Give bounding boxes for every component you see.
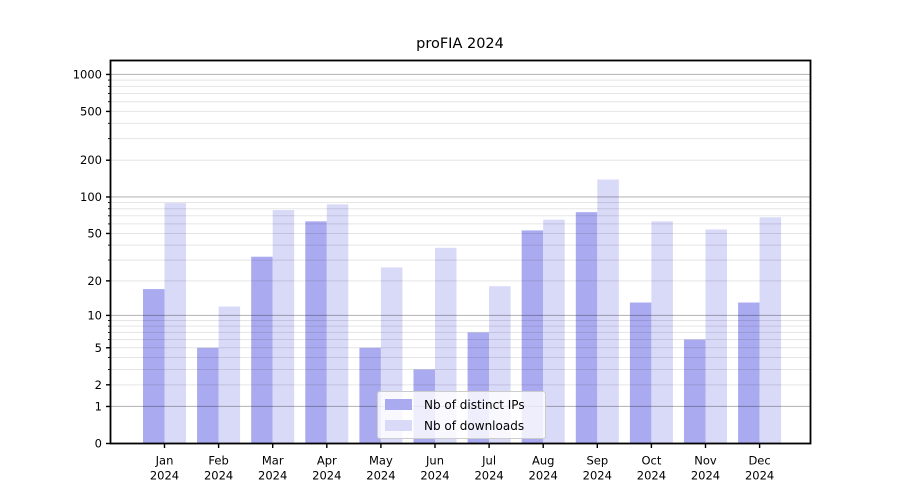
bar-downloads	[759, 217, 782, 444]
x-tick-label-month: Aug	[532, 454, 554, 468]
y-tick-label: 500	[80, 104, 102, 118]
x-tick-label-month: Feb	[208, 454, 228, 468]
legend-swatch-downloads	[385, 420, 412, 431]
x-tick-label-year: 2024	[583, 469, 612, 483]
y-tick-label: 200	[80, 153, 102, 167]
bar-downloads	[326, 204, 349, 444]
bar-downloads	[164, 203, 186, 444]
legend: Nb of distinct IPs Nb of downloads	[377, 391, 546, 439]
bar-distinct-ips	[629, 302, 652, 444]
bar-distinct-ips	[521, 230, 544, 444]
y-tick-label: 2	[95, 378, 102, 392]
x-tick-label-year: 2024	[637, 469, 666, 483]
y-tick-label: 1000	[73, 67, 102, 81]
bar-distinct-ips	[684, 339, 706, 444]
x-tick-label-year: 2024	[204, 469, 233, 483]
x-tick-label-year: 2024	[312, 469, 341, 483]
x-tick-label-month: Sep	[586, 454, 608, 468]
x-tick-label-month: Jan	[155, 454, 174, 468]
bar-downloads	[705, 229, 727, 444]
bar-downloads	[651, 221, 673, 444]
x-tick-label-month: Dec	[748, 454, 770, 468]
x-tick-label-month: Apr	[317, 454, 337, 468]
bar-distinct-ips	[738, 302, 760, 444]
plot-frame	[109, 59, 812, 445]
x-tick-label-month: Jun	[425, 454, 444, 468]
bar-distinct-ips	[143, 289, 165, 444]
y-tick-label: 10	[87, 308, 102, 322]
x-tick-label-month: Nov	[694, 454, 717, 468]
x-tick-label-year: 2024	[474, 469, 503, 483]
x-tick-label-year: 2024	[150, 469, 179, 483]
y-tick-label: 50	[87, 226, 102, 240]
legend-label-downloads: Nb of downloads	[424, 418, 525, 433]
x-tick-label-year: 2024	[420, 469, 449, 483]
x-tick-label-month: Oct	[641, 454, 661, 468]
y-tick-label: 100	[80, 190, 102, 204]
x-tick-label-year: 2024	[258, 469, 287, 483]
x-tick-label-month: Jul	[481, 454, 496, 468]
y-tick-label: 20	[87, 274, 102, 288]
x-tick-label-month: Mar	[262, 454, 284, 468]
legend-swatch-distinct-ips	[385, 399, 412, 410]
chart-title: proFIA 2024	[416, 36, 504, 52]
y-tick-label: 1	[95, 399, 102, 413]
bar-distinct-ips	[251, 256, 273, 444]
legend-label-distinct-ips: Nb of distinct IPs	[424, 397, 525, 412]
y-tick-label: 0	[95, 437, 102, 451]
y-tick-label: 5	[95, 341, 102, 355]
legend-item-downloads: Nb of downloads	[378, 417, 545, 435]
bar-distinct-ips	[359, 347, 381, 444]
x-tick-label-year: 2024	[745, 469, 774, 483]
x-tick-label-year: 2024	[691, 469, 720, 483]
bar-downloads	[543, 219, 565, 444]
x-tick-label-month: May	[369, 454, 393, 468]
bar-distinct-ips	[305, 221, 327, 444]
bar-distinct-ips	[197, 347, 219, 444]
bar-downloads	[597, 179, 619, 444]
bar-distinct-ips	[575, 212, 598, 444]
bar-downloads	[272, 210, 295, 444]
x-tick-label-year: 2024	[366, 469, 395, 483]
bar-downloads	[218, 306, 241, 444]
legend-item-distinct-ips: Nb of distinct IPs	[378, 396, 545, 414]
x-tick-label-year: 2024	[529, 469, 558, 483]
